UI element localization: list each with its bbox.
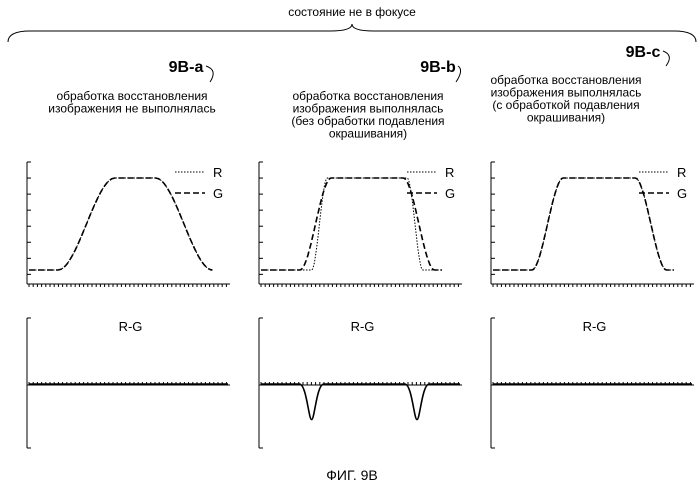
legend-r-label: R xyxy=(677,165,686,180)
panel-9b-b: 9B-bобработка восстановленияизображения … xyxy=(259,59,462,448)
legend-g-label: G xyxy=(213,186,223,201)
label-pointer xyxy=(663,51,669,66)
series-g-curve xyxy=(29,178,212,270)
panel-description-line: окрашивания) xyxy=(329,127,407,141)
panel-9b-a: 9B-aобработка восстановленияизображения … xyxy=(27,59,230,448)
diff-curve xyxy=(261,384,460,420)
series-r-curve xyxy=(493,178,674,270)
label-pointer xyxy=(456,66,461,82)
legend-g-label: G xyxy=(445,186,455,201)
panel-9b-c: 9B-cобработка восстановленияизображения … xyxy=(490,44,694,448)
series-g-curve xyxy=(493,178,674,270)
label-pointer xyxy=(206,66,213,82)
legend-r-label: R xyxy=(213,165,222,180)
diff-label: R-G xyxy=(583,319,607,334)
panel-label: 9B-a xyxy=(169,59,204,76)
header-brace xyxy=(8,24,696,42)
series-r-curve xyxy=(261,178,442,270)
diff-label: R-G xyxy=(119,319,143,334)
panel-label: 9B-c xyxy=(626,44,661,61)
panel-label: 9B-b xyxy=(420,59,456,76)
panel-description-line: изображения не выполнялась xyxy=(48,102,215,116)
legend-g-label: G xyxy=(677,186,687,201)
figure-caption: ФИГ. 9B xyxy=(326,467,377,483)
legend-r-label: R xyxy=(445,165,454,180)
diff-label: R-G xyxy=(351,319,375,334)
header-title: состояние не в фокусе xyxy=(288,5,416,19)
panels: 9B-aобработка восстановленияизображения … xyxy=(27,44,694,448)
panel-description-line: окрашивания) xyxy=(527,111,605,125)
